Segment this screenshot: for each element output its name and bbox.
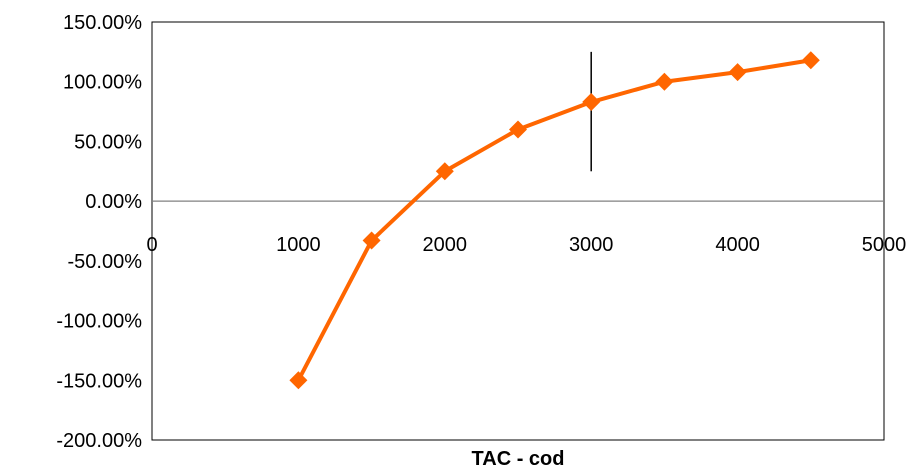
data-point-markers bbox=[289, 51, 820, 390]
series-line bbox=[296, 58, 812, 382]
data-point-marker bbox=[362, 231, 381, 250]
x-tick-label: 0 bbox=[146, 234, 157, 256]
plot-area-border bbox=[151, 21, 885, 441]
y-tick-label: 150.00% bbox=[63, 12, 142, 34]
x-tick-label: 2000 bbox=[423, 234, 468, 256]
y-tick-label: -200.00% bbox=[56, 430, 142, 452]
y-tick-label: -100.00% bbox=[56, 311, 142, 333]
data-point-marker bbox=[582, 93, 601, 112]
y-tick-labels: 150.00% 100.00% 50.00% 0.00% -50.00% -100.00%… bbox=[56, 12, 142, 452]
data-point-marker bbox=[435, 162, 454, 181]
y-tick-label: -50.00% bbox=[68, 251, 143, 273]
x-tick-label: 1000 bbox=[276, 234, 321, 256]
x-axis-label: TAC - cod bbox=[472, 448, 565, 470]
y-tick-label: 0.00% bbox=[85, 191, 142, 213]
x-tick-label: 4000 bbox=[715, 234, 760, 256]
data-point-marker bbox=[509, 120, 527, 139]
y-tick-label: -150.00% bbox=[56, 370, 142, 392]
y-tick-label: 100.00% bbox=[63, 72, 142, 94]
x-tick-labels: 0 1000 2000 3000 4000 5000 bbox=[146, 234, 906, 256]
y-tick-label: 50.00% bbox=[74, 131, 142, 153]
data-point-marker bbox=[289, 371, 308, 390]
data-point-marker bbox=[655, 72, 674, 91]
x-tick-label: 5000 bbox=[862, 234, 907, 256]
data-point-marker bbox=[728, 63, 747, 82]
x-tick-label: 3000 bbox=[569, 234, 614, 256]
data-point-marker bbox=[801, 51, 820, 70]
